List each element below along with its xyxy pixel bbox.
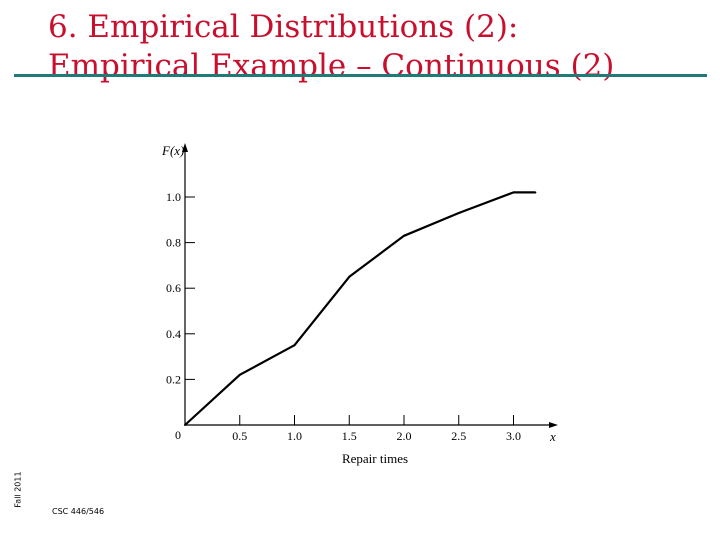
- cdf-point: [348, 275, 351, 278]
- x-axis-label: Repair times: [342, 451, 408, 466]
- y-axis-label: F(x): [161, 143, 184, 158]
- cdf-point: [512, 191, 515, 194]
- title-divider: [14, 74, 707, 77]
- slide-title-line-2: Empirical Example – Continuous (2): [48, 48, 615, 84]
- y-tick-label: 1.0: [166, 190, 181, 204]
- footer-course-code: CSC 446/546: [52, 507, 105, 516]
- y-tick-label: 0.2: [166, 372, 181, 386]
- x-tick-label: 2.0: [397, 429, 412, 443]
- x-tick-label: 3.0: [506, 429, 521, 443]
- origin-label: 0: [175, 428, 181, 442]
- cdf-point: [184, 424, 186, 426]
- cdf-point: [457, 211, 460, 214]
- x-tick-label: 1.5: [342, 429, 357, 443]
- slide-title: 6. Empirical Distributions (2): Empirica…: [48, 8, 708, 86]
- y-tick-label: 0.8: [166, 236, 181, 250]
- x-tick-label: 0.5: [232, 429, 247, 443]
- y-axis-arrow-icon: [182, 143, 188, 152]
- y-tick-label: 0.4: [166, 327, 181, 341]
- cdf-point: [293, 344, 296, 347]
- x-tick-label: 2.5: [451, 429, 466, 443]
- cdf-point: [403, 234, 405, 237]
- y-tick-label: 0.6: [166, 281, 181, 295]
- cdf-point: [534, 191, 537, 194]
- axes: [182, 143, 558, 428]
- x-tick-label: 1.0: [287, 429, 302, 443]
- y-ticks: 0.2 0.4 0.6 0.8 1.0: [166, 190, 195, 386]
- cdf-line: [184, 191, 536, 426]
- x-axis-arrow-icon: [549, 422, 558, 428]
- cdf-points: [184, 191, 537, 426]
- side-label: Fall 2011: [13, 471, 23, 508]
- slide-title-line-1: 6. Empirical Distributions (2):: [48, 9, 519, 45]
- cdf-point: [238, 373, 241, 376]
- x-axis-symbol: x: [549, 429, 556, 444]
- x-ticks: 0.5 1.0 1.5 2.0 2.5 3.0: [232, 415, 521, 443]
